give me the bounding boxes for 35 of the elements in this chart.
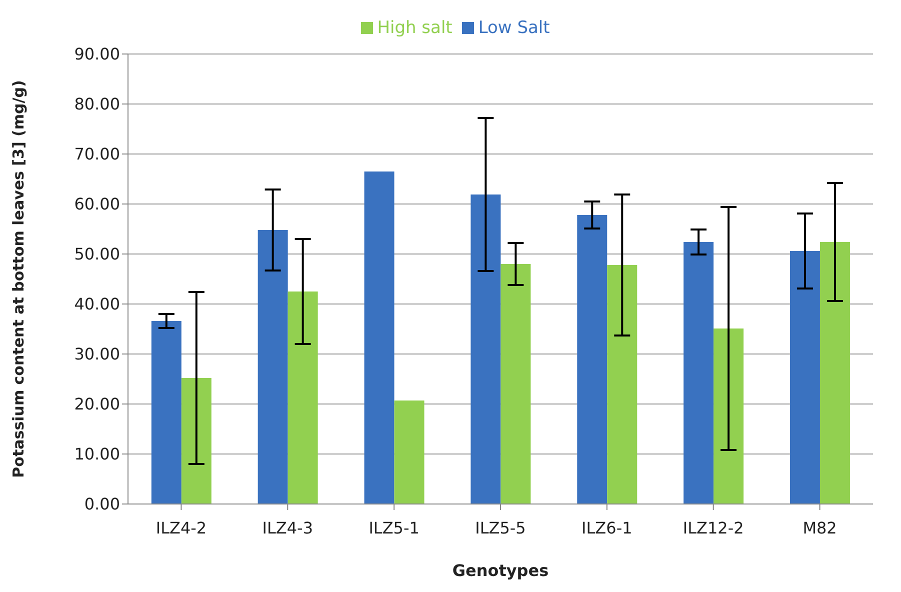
bar — [470, 194, 501, 504]
y-tick-label: 0.00 — [84, 494, 120, 514]
bar — [820, 242, 850, 504]
x-tick-label: ILZ6-1 — [582, 518, 632, 538]
x-tick-label: ILZ5-5 — [475, 518, 526, 538]
bar — [577, 215, 608, 504]
x-tick-label: ILZ4-3 — [262, 518, 314, 538]
y-tick-label: 20.00 — [74, 394, 120, 414]
bar — [258, 230, 288, 504]
y-tick-label: 60.00 — [74, 194, 120, 214]
x-axis-title: Genotypes — [452, 561, 549, 580]
bar — [684, 242, 714, 504]
y-tick-label: 80.00 — [74, 94, 120, 114]
y-tick-label: 50.00 — [74, 244, 120, 264]
x-tick-label: ILZ5-1 — [368, 518, 420, 538]
bar — [394, 400, 424, 504]
y-tick-label: 90.00 — [74, 44, 120, 64]
y-tick-label: 70.00 — [74, 144, 120, 164]
bar — [288, 292, 318, 504]
bar — [607, 265, 638, 504]
bar — [151, 321, 182, 504]
bar — [181, 378, 212, 504]
bar — [714, 328, 744, 504]
bar — [500, 264, 531, 504]
bar — [790, 251, 820, 504]
y-axis-title: Potassium content at bottom leaves [3] (mg/g) — [9, 80, 28, 478]
y-tick-label: 40.00 — [74, 294, 120, 314]
x-tick-label: M82 — [802, 518, 837, 538]
bar — [364, 172, 394, 504]
legend-label: Low Salt — [478, 18, 550, 38]
x-tick-label: ILZ4-2 — [156, 518, 207, 538]
x-tick-label: ILZ12-2 — [682, 518, 744, 538]
y-tick-label: 30.00 — [74, 344, 120, 364]
legend-label: High salt — [377, 18, 452, 38]
y-tick-label: 10.00 — [74, 444, 120, 464]
